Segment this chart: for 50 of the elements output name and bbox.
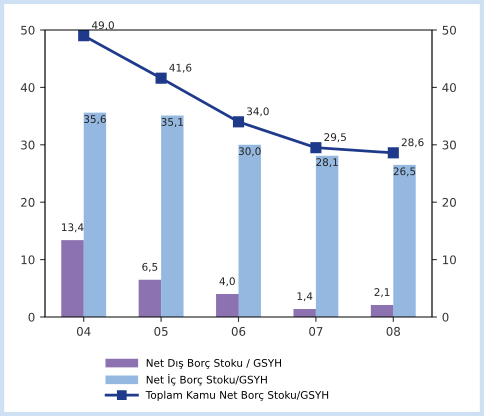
y-tick-label: 0 xyxy=(28,312,34,322)
point xyxy=(232,116,244,128)
y-tick-label: 30 xyxy=(21,140,34,150)
point xyxy=(388,147,399,158)
data-label: 1,4 xyxy=(298,292,312,302)
x-tick-label: 07 xyxy=(309,326,322,336)
legend-label: Toplam Kamu Net Borç Stoku/GSYH xyxy=(146,390,328,401)
point xyxy=(156,72,167,84)
data-label: 28,1 xyxy=(316,158,338,168)
data-label: 35,6 xyxy=(84,115,106,124)
data-label: 6,5 xyxy=(142,262,158,272)
data-label: 28,6 xyxy=(402,138,424,148)
y2-tick-label: 0 xyxy=(442,312,448,322)
data-label: 2,1 xyxy=(374,288,390,298)
bar xyxy=(216,294,238,317)
bar xyxy=(393,164,416,317)
x-tick-label: 05 xyxy=(154,326,168,336)
data-label: 35,1 xyxy=(162,118,183,127)
point xyxy=(78,30,90,42)
legend-label: Net Dış Borç Stoku / GSYH xyxy=(146,358,281,369)
x-tick-label: 06 xyxy=(232,326,246,336)
data-label: 29,5 xyxy=(324,133,346,142)
bar xyxy=(316,156,338,317)
x-tick-label: 08 xyxy=(386,326,400,336)
data-label: 26,5 xyxy=(394,167,416,176)
data-label: 34,0 xyxy=(247,107,269,116)
y-tick-label: 40 xyxy=(20,83,34,92)
x-tick-label: 04 xyxy=(76,326,91,336)
bar xyxy=(138,280,162,317)
legend-label: Net İç Borç Stoku/GSYH xyxy=(146,374,267,386)
y2-tick-label: 30 xyxy=(442,140,456,150)
data-label: 4,0 xyxy=(220,277,235,286)
bar xyxy=(84,112,106,317)
point xyxy=(310,142,322,154)
bar xyxy=(161,116,184,317)
y-tick-label: 50 xyxy=(21,26,34,35)
y-tick-label: 10 xyxy=(22,255,34,264)
bar xyxy=(370,304,394,317)
y2-tick-label: 20 xyxy=(442,198,456,207)
data-label: 30,0 xyxy=(238,147,261,156)
y2-tick-label: 10 xyxy=(443,255,456,264)
y-tick-label: 20 xyxy=(21,198,34,207)
data-label: 49,0 xyxy=(92,21,114,30)
bar xyxy=(293,308,316,317)
data-label: 13,4 xyxy=(62,223,84,232)
y2-tick-label: 40 xyxy=(442,83,456,92)
bar xyxy=(238,144,261,317)
y2-tick-label: 50 xyxy=(442,26,456,35)
data-label: 41,6 xyxy=(169,64,192,73)
bar xyxy=(61,240,84,317)
